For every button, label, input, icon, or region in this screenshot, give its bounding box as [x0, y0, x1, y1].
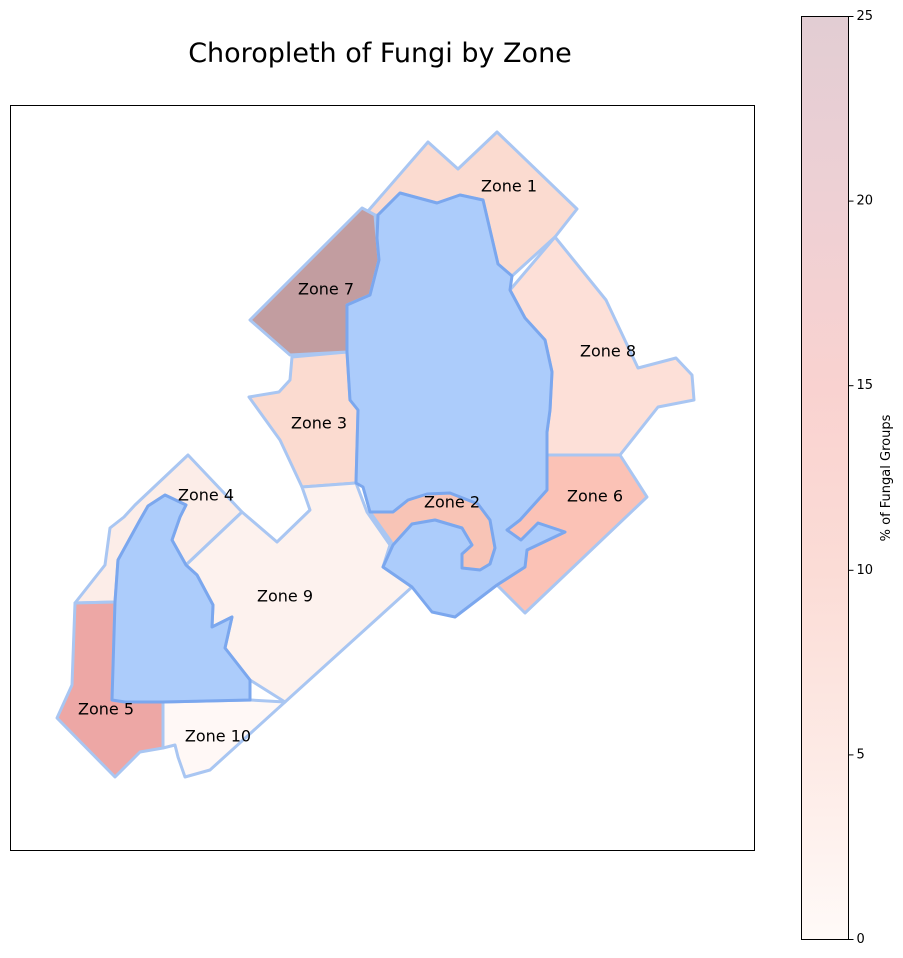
water-body-2: [110, 493, 252, 704]
colorbar-tick-label: 20: [857, 194, 874, 209]
colorbar-tick-label: 10: [857, 563, 874, 578]
zone-9-label: Zone 9: [257, 587, 313, 606]
colorbar: [801, 16, 849, 940]
water-body-1: [345, 191, 567, 619]
zone-6-label: Zone 6: [567, 487, 623, 506]
map-title: Choropleth of Fungi by Zone: [188, 38, 572, 69]
zone-4-label: Zone 4: [178, 486, 234, 505]
zone-2-label: Zone 2: [424, 493, 480, 512]
colorbar-tick-label: 0: [857, 932, 865, 947]
colorbar-tick-label: 15: [857, 378, 874, 393]
zone-5-label: Zone 5: [78, 700, 134, 719]
zone-7-label: Zone 7: [298, 280, 354, 299]
colorbar-tick-label: 25: [857, 9, 874, 24]
colorbar-tick-label: 5: [857, 747, 865, 762]
zone-3-label: Zone 3: [291, 414, 347, 433]
zone-10-label: Zone 10: [185, 727, 251, 746]
zone-1-label: Zone 1: [481, 177, 537, 196]
colorbar-label: % of Fungal Groups: [879, 414, 894, 541]
zone-8-label: Zone 8: [580, 342, 636, 361]
zone-10-region: [161, 698, 287, 779]
